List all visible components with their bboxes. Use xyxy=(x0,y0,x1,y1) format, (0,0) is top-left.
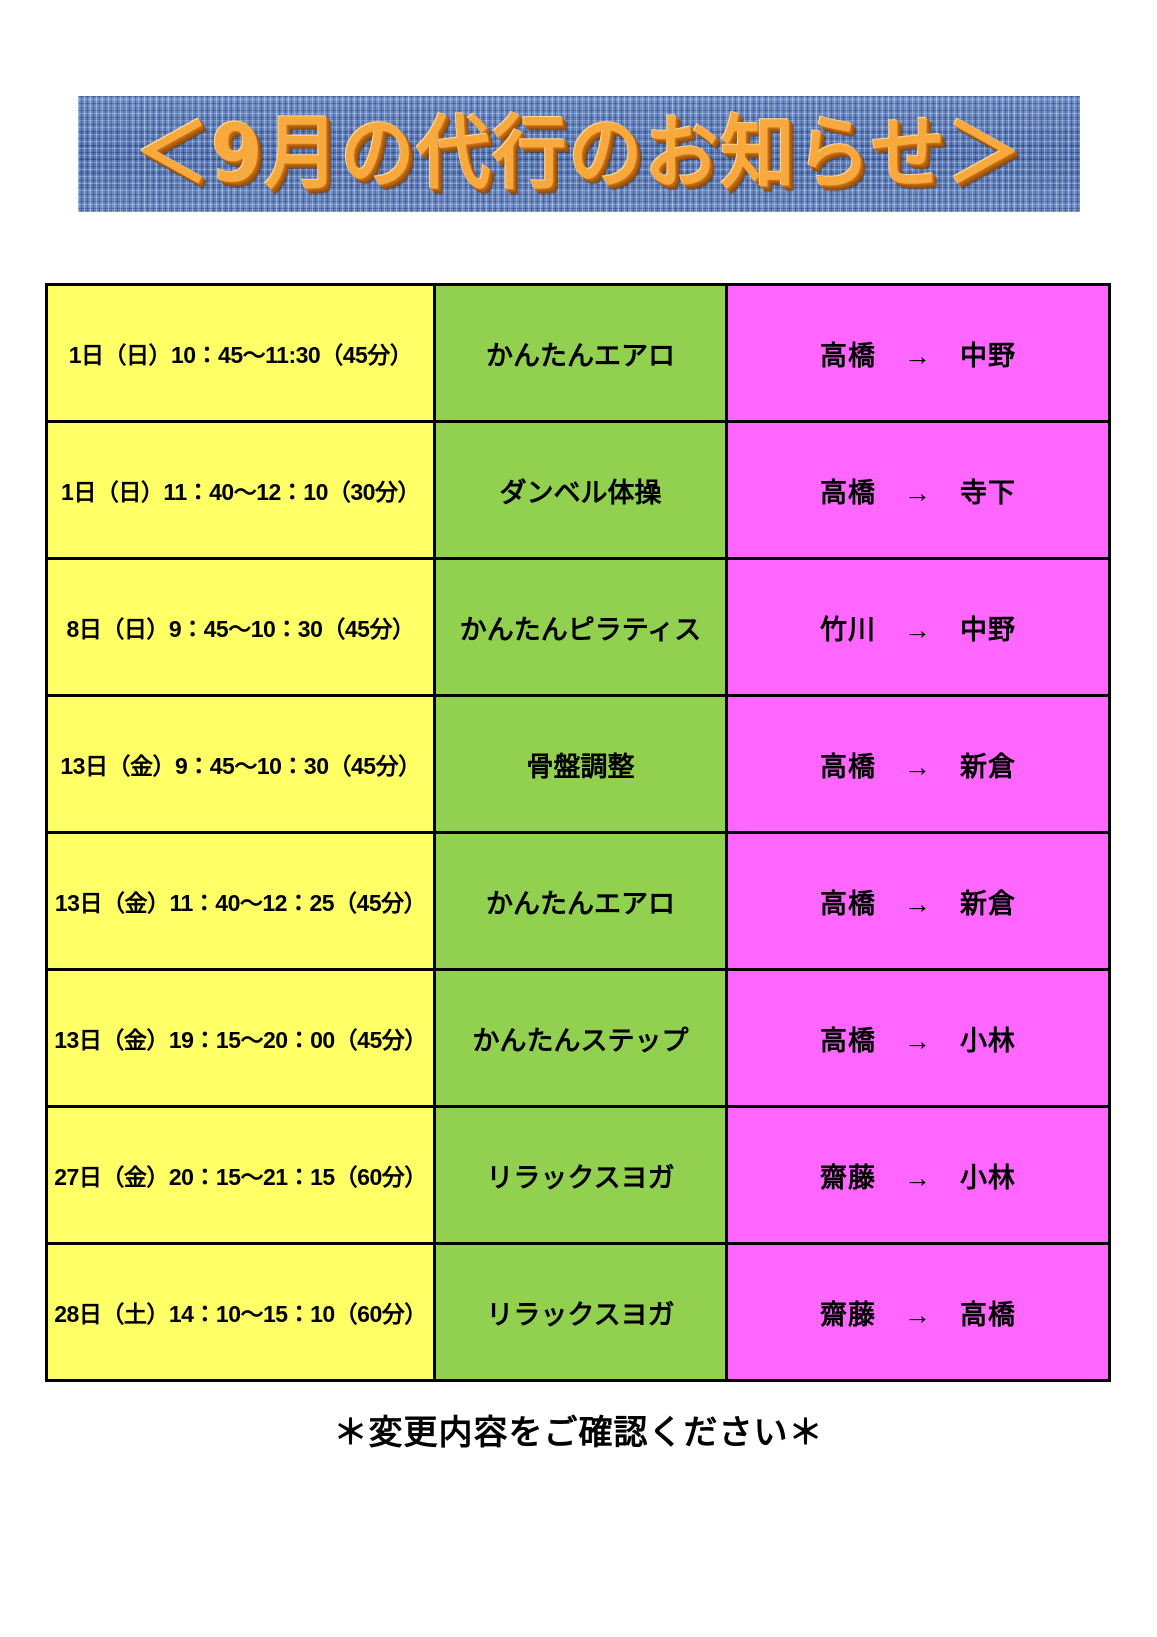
title-banner: ＜9月の代行のお知らせ＞ xyxy=(78,96,1080,212)
cell-instructor-swap: 高橋 → 新倉 xyxy=(725,694,1111,834)
schedule-body: 1日（日）10：45～11:30（45分） かんたんエアロ 高橋 → 中野 1日… xyxy=(45,283,1111,1382)
cell-date: 13日（金）9：45～10：30（45分） xyxy=(45,694,436,834)
table-row: 13日（金）19：15～20：00（45分） かんたんステップ 高橋 → 小林 xyxy=(45,968,1111,1108)
footer-note: ＊変更内容をご確認ください＊ xyxy=(333,1414,824,1452)
cell-class-name: 骨盤調整 xyxy=(433,694,728,834)
cell-instructor-swap: 齋藤 → 小林 xyxy=(725,1105,1111,1245)
substitute-schedule-table: 1日（日）10：45～11:30（45分） かんたんエアロ 高橋 → 中野 1日… xyxy=(45,283,1111,1382)
cell-instructor-swap: 高橋 → 小林 xyxy=(725,968,1111,1108)
cell-instructor-swap: 高橋 → 中野 xyxy=(725,283,1111,423)
cell-class-name: リラックスヨガ xyxy=(433,1105,728,1245)
table-row: 1日（日）10：45～11:30（45分） かんたんエアロ 高橋 → 中野 xyxy=(45,283,1111,423)
cell-date: 27日（金）20：15～21：15（60分） xyxy=(45,1105,436,1245)
cell-class-name: かんたんステップ xyxy=(433,968,728,1108)
table-row: 28日（土）14：10～15：10（60分） リラックスヨガ 齋藤 → 高橋 xyxy=(45,1242,1111,1382)
cell-date: 28日（土）14：10～15：10（60分） xyxy=(45,1242,436,1382)
cell-instructor-swap: 高橋 → 新倉 xyxy=(725,831,1111,971)
table-row: 13日（金）9：45～10：30（45分） 骨盤調整 高橋 → 新倉 xyxy=(45,694,1111,834)
table-row: 27日（金）20：15～21：15（60分） リラックスヨガ 齋藤 → 小林 xyxy=(45,1105,1111,1245)
cell-instructor-swap: 齋藤 → 高橋 xyxy=(725,1242,1111,1382)
table-row: 13日（金）11：40～12：25（45分） かんたんエアロ 高橋 → 新倉 xyxy=(45,831,1111,971)
cell-date: 13日（金）11：40～12：25（45分） xyxy=(45,831,436,971)
cell-instructor-swap: 竹川 → 中野 xyxy=(725,557,1111,697)
cell-date: 1日（日）11：40～12：10（30分） xyxy=(45,420,436,560)
table-row: 1日（日）11：40～12：10（30分） ダンベル体操 高橋 → 寺下 xyxy=(45,420,1111,560)
cell-class-name: リラックスヨガ xyxy=(433,1242,728,1382)
cell-date: 8日（日）9：45～10：30（45分） xyxy=(45,557,436,697)
cell-class-name: かんたんピラティス xyxy=(433,557,728,697)
table-row: 8日（日）9：45～10：30（45分） かんたんピラティス 竹川 → 中野 xyxy=(45,557,1111,697)
page-title: ＜9月の代行のお知らせ＞ xyxy=(134,107,1023,201)
cell-instructor-swap: 高橋 → 寺下 xyxy=(725,420,1111,560)
cell-class-name: かんたんエアロ xyxy=(433,283,728,423)
cell-date: 1日（日）10：45～11:30（45分） xyxy=(45,283,436,423)
cell-class-name: ダンベル体操 xyxy=(433,420,728,560)
cell-date: 13日（金）19：15～20：00（45分） xyxy=(45,968,436,1108)
cell-class-name: かんたんエアロ xyxy=(433,831,728,971)
